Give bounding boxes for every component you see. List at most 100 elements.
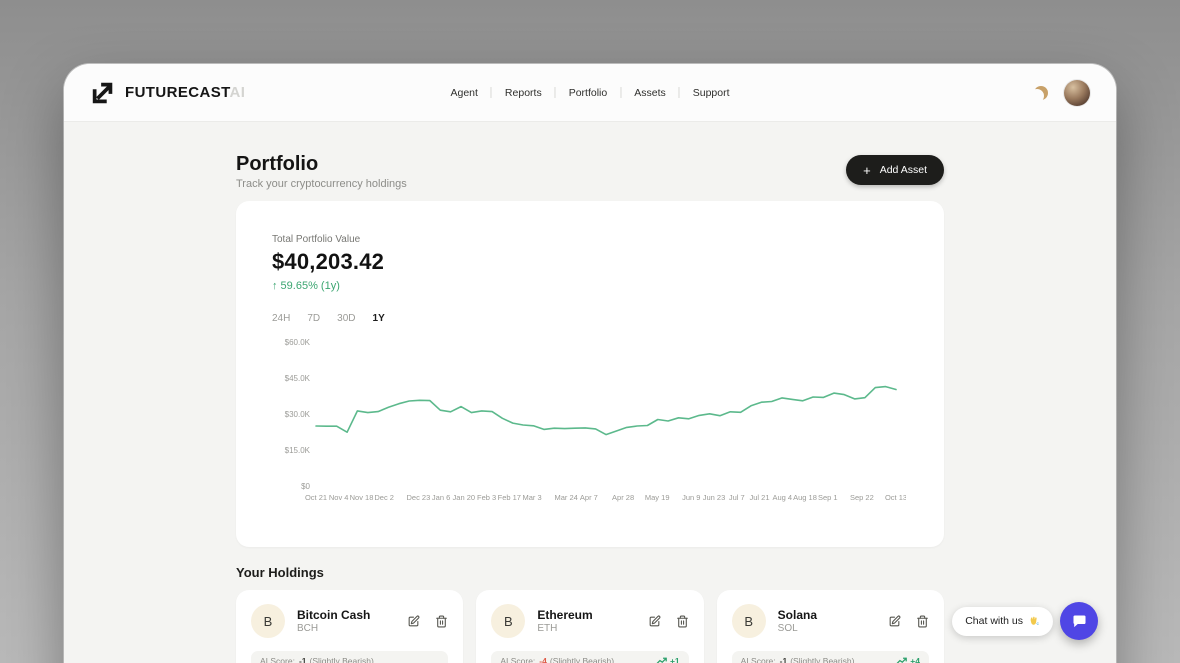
nav-separator — [678, 87, 680, 98]
ai-sentiment: (Slightly Bearish) — [790, 656, 855, 663]
ai-sentiment: (Slightly Bearish) — [549, 656, 615, 663]
top-navigation-bar: FUTURECASTAI Agent Reports Portfolio Ass… — [64, 64, 1116, 122]
coin-symbol: ETH — [537, 623, 558, 634]
svg-text:Jan 6: Jan 6 — [432, 493, 450, 502]
chat-fab-button[interactable] — [1060, 602, 1098, 640]
coin-symbol: SOL — [777, 623, 798, 634]
svg-text:Sep 1: Sep 1 — [818, 493, 838, 502]
coin-name: Solana — [777, 608, 818, 622]
edit-icon[interactable] — [648, 615, 661, 628]
svg-text:$45.0K: $45.0K — [285, 374, 311, 383]
holding-card-header: B Solana SOL — [731, 604, 929, 638]
brand-logo[interactable]: FUTURECASTAI — [90, 80, 245, 106]
trash-icon[interactable] — [916, 615, 929, 628]
svg-text:Jun 9: Jun 9 — [682, 493, 700, 502]
trend-badge: +4 — [896, 656, 920, 663]
holding-card-sol: B Solana SOL AI Score: -1 (Slightly Bear… — [716, 590, 944, 663]
svg-text:Apr 28: Apr 28 — [612, 493, 634, 502]
topbar-right-controls — [1034, 79, 1090, 106]
app-window: FUTURECASTAI Agent Reports Portfolio Ass… — [64, 64, 1116, 663]
ai-score-value: -1 — [779, 656, 788, 663]
edit-icon[interactable] — [407, 615, 420, 628]
svg-text:Dec 2: Dec 2 — [374, 493, 394, 502]
nav-item-reports[interactable]: Reports — [504, 86, 542, 99]
svg-text:Oct 21: Oct 21 — [305, 493, 327, 502]
svg-text:Mar 24: Mar 24 — [555, 493, 578, 502]
trash-icon[interactable] — [435, 615, 448, 628]
card-actions — [648, 615, 689, 628]
holding-card-header: B Ethereum ETH — [491, 604, 688, 638]
coin-names: Ethereum ETH — [537, 608, 592, 634]
add-asset-button[interactable]: + Add Asset — [846, 155, 944, 185]
holdings-section-title: Your Holdings — [236, 565, 324, 580]
page-header: Portfolio Track your cryptocurrency hold… — [236, 152, 944, 190]
svg-text:Sep 22: Sep 22 — [850, 493, 874, 502]
ai-score-row: AI Score: -1 (Slightly Bearish) — [251, 651, 449, 663]
card-actions — [407, 615, 448, 628]
card-actions — [888, 615, 929, 628]
moon-icon[interactable] — [1034, 86, 1048, 100]
nav-separator — [554, 87, 556, 98]
coin-name: Ethereum — [537, 608, 593, 622]
svg-text:May 19: May 19 — [645, 493, 670, 502]
svg-text:Jul 21: Jul 21 — [749, 493, 769, 502]
nav-item-assets[interactable]: Assets — [634, 86, 666, 99]
trend-badge: +1 — [656, 656, 680, 663]
time-range-tabs: 24H 7D 30D 1Y — [272, 313, 908, 324]
holding-card-eth: B Ethereum ETH AI Score: -4 (Slightly Be… — [476, 590, 704, 663]
portfolio-value-card: Total Portfolio Value $40,203.42 ↑ 59.65… — [236, 201, 944, 547]
svg-text:Jun 23: Jun 23 — [703, 493, 726, 502]
range-tab-30d[interactable]: 30D — [337, 313, 356, 324]
svg-text:Jan 20: Jan 20 — [453, 493, 476, 502]
svg-text:$0: $0 — [301, 482, 310, 491]
page-subtitle: Track your cryptocurrency holdings — [236, 178, 407, 190]
page-title-block: Portfolio Track your cryptocurrency hold… — [236, 152, 407, 190]
svg-text:Nov 18: Nov 18 — [350, 493, 374, 502]
chat-widget: Chat with us — [952, 602, 1098, 640]
coin-icon: B — [731, 604, 766, 638]
holding-card-header: B Bitcoin Cash BCH — [251, 604, 448, 638]
line-chart-svg: $60.0K $45.0K $30.0K $15.0K $0 Oct 21 Nov 4 Nov… — [285, 338, 907, 502]
page-content: Portfolio Track your cryptocurrency hold… — [64, 152, 1116, 663]
ai-sentiment: (Slightly Bearish) — [309, 656, 374, 663]
ai-score-label: AI Score: — [740, 656, 776, 663]
svg-text:$15.0K: $15.0K — [285, 446, 311, 455]
svg-text:$60.0K: $60.0K — [285, 338, 311, 347]
svg-text:Nov 4: Nov 4 — [329, 493, 349, 502]
total-portfolio-value: $40,203.42 — [272, 249, 385, 274]
coin-icon: B — [491, 604, 526, 638]
ai-score-value: -4 — [539, 656, 547, 663]
chat-bubble-icon — [1072, 614, 1086, 627]
user-avatar[interactable] — [1064, 79, 1090, 106]
main-nav: Agent Reports Portfolio Assets Support — [450, 87, 729, 99]
svg-text:Aug 4: Aug 4 — [772, 493, 792, 502]
svg-text:Aug 18: Aug 18 — [793, 493, 817, 502]
add-asset-label: Add Asset — [879, 164, 927, 176]
trending-up-icon — [656, 657, 667, 663]
coin-symbol: BCH — [297, 623, 319, 634]
nav-item-agent[interactable]: Agent — [450, 86, 478, 99]
nav-item-portfolio[interactable]: Portfolio — [568, 86, 608, 99]
chat-label: Chat with us — [965, 615, 1023, 627]
ai-score-label: AI Score: — [260, 656, 295, 663]
range-tab-7d[interactable]: 7D — [307, 313, 321, 324]
edit-icon[interactable] — [888, 615, 901, 628]
ai-score-label: AI Score: — [500, 656, 536, 663]
ai-score-value: -1 — [298, 656, 307, 663]
portfolio-line-chart: $60.0K $45.0K $30.0K $15.0K $0 Oct 21 Nov 4 Nov… — [272, 336, 908, 511]
trash-icon[interactable] — [676, 615, 689, 628]
svg-text:Feb 17: Feb 17 — [498, 493, 521, 502]
nav-separator — [490, 87, 492, 98]
range-tab-1y[interactable]: 1Y — [372, 313, 385, 324]
svg-text:$30.0K: $30.0K — [285, 410, 311, 419]
chat-with-us-button[interactable]: Chat with us — [952, 606, 1053, 636]
total-portfolio-value-label: Total Portfolio Value — [272, 234, 361, 245]
brand-suffix: AI — [229, 84, 246, 101]
nav-item-support[interactable]: Support — [692, 86, 730, 99]
arrow-up-right-logo-icon — [90, 80, 116, 106]
portfolio-change-badge: ↑ 59.65% (1y) — [272, 280, 340, 292]
range-tab-24h[interactable]: 24H — [272, 313, 291, 324]
page-title: Portfolio — [236, 153, 319, 175]
coin-names: Solana SOL — [778, 608, 817, 634]
